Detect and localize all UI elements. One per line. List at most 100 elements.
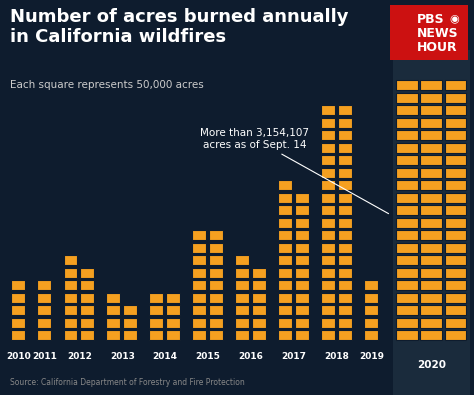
Bar [420,80,442,90]
Bar [149,305,164,315]
Bar [338,117,352,128]
Bar [338,180,352,190]
Text: PBS: PBS [417,13,445,26]
Bar [209,330,223,340]
Text: 2016: 2016 [239,352,264,361]
Bar [396,192,418,203]
Text: 2018: 2018 [325,352,349,361]
Bar [396,205,418,215]
Bar [209,267,223,278]
Bar [390,5,468,60]
Bar [445,280,466,290]
Bar [321,330,335,340]
Bar [396,92,418,102]
Bar [278,230,292,240]
Bar [420,155,442,165]
Bar [396,230,418,240]
Bar [321,218,335,228]
Bar [278,318,292,327]
Bar [396,318,418,327]
Bar [80,280,94,290]
Bar [420,117,442,128]
Text: 2020: 2020 [417,360,446,370]
Bar [338,143,352,152]
Bar [420,255,442,265]
Bar [37,305,51,315]
Bar [295,205,309,215]
Bar [420,105,442,115]
Bar [445,255,466,265]
Bar [236,305,249,315]
Bar [338,255,352,265]
Bar [192,330,206,340]
Bar [64,330,77,340]
Bar [445,305,466,315]
Text: 2013: 2013 [110,352,135,361]
Bar [192,243,206,252]
Bar [445,117,466,128]
Bar [209,293,223,303]
Bar [445,92,466,102]
Bar [420,130,442,140]
Bar [321,192,335,203]
Bar [338,155,352,165]
Bar [338,218,352,228]
Bar [321,267,335,278]
Bar [445,318,466,327]
Bar [37,330,51,340]
Bar [321,105,335,115]
Bar [149,318,164,327]
Bar [295,330,309,340]
Bar [396,305,418,315]
Bar [278,243,292,252]
Bar [295,280,309,290]
Bar [338,293,352,303]
Bar [278,280,292,290]
Bar [338,305,352,315]
Bar [321,205,335,215]
Bar [396,117,418,128]
Bar [393,50,470,395]
Bar [338,130,352,140]
Bar [321,230,335,240]
Bar [149,293,164,303]
Bar [445,80,466,90]
Bar [80,305,94,315]
Bar [64,255,77,265]
Bar [445,130,466,140]
Bar [445,180,466,190]
Bar [192,230,206,240]
Bar [295,267,309,278]
Bar [445,267,466,278]
Bar [396,143,418,152]
Bar [338,243,352,252]
Bar [338,205,352,215]
Bar [445,143,466,152]
Bar [37,280,51,290]
Bar [321,305,335,315]
Bar [278,255,292,265]
Bar [295,293,309,303]
Bar [396,80,418,90]
Bar [64,293,77,303]
Bar [123,305,137,315]
Bar [107,293,120,303]
Text: Source: California Department of Forestry and Fire Protection: Source: California Department of Forestr… [10,378,245,387]
Bar [396,218,418,228]
Bar [396,280,418,290]
Bar [64,305,77,315]
Bar [166,305,180,315]
Bar [192,318,206,327]
Bar [396,267,418,278]
Bar [338,318,352,327]
Text: 2019: 2019 [359,352,384,361]
Bar [64,267,77,278]
Bar [420,293,442,303]
Bar [11,330,25,340]
Bar [123,330,137,340]
Bar [295,230,309,240]
Bar [37,293,51,303]
Bar [11,305,25,315]
Text: HOUR: HOUR [417,41,458,54]
Bar [396,255,418,265]
